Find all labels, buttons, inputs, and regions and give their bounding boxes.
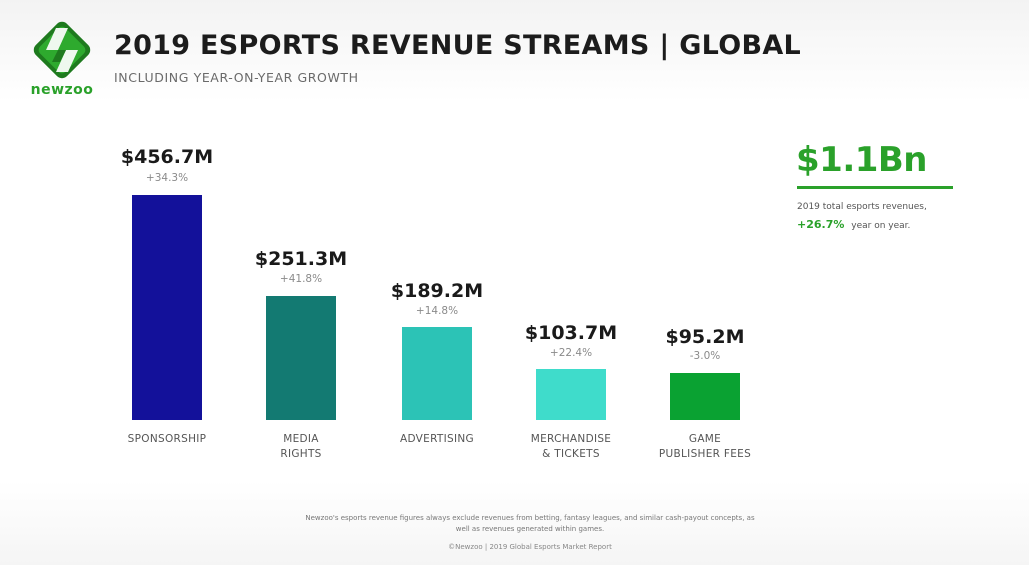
bar-sponsorship [132, 195, 202, 420]
bar-advertising [402, 327, 472, 420]
bar-value: $103.7M [524, 322, 618, 344]
bar-label: GAME PUBLISHER FEES [630, 432, 780, 462]
source-credit: ©Newzoo | 2019 Global Esports Market Rep… [448, 543, 612, 551]
bar-value: $456.7M [120, 146, 214, 168]
bar-merchandise-tickets [536, 369, 606, 420]
bar-label-line2: PUBLISHER FEES [658, 448, 752, 460]
newzoo-diamond-icon [33, 21, 91, 79]
bar-label: ADVERTISING [362, 432, 512, 447]
bar-value: $251.3M [254, 248, 348, 270]
bar-growth: +34.3% [145, 172, 189, 184]
bar-growth: +41.8% [279, 273, 323, 285]
bar-growth: -3.0% [689, 350, 721, 362]
total-revenue-value: $1.1Bn [796, 140, 928, 180]
bar-label-line2: & TICKETS [542, 448, 600, 460]
footnote: Newzoo's esports revenue figures always … [305, 514, 755, 533]
total-growth-suffix: year on year. [851, 221, 911, 231]
page-title: 2019 ESPORTS REVENUE STREAMS | GLOBAL [114, 30, 802, 61]
total-divider [797, 186, 953, 189]
bar-label-line1: SPONSORSHIP [127, 433, 207, 445]
bar-media-rights [266, 296, 336, 420]
newzoo-logo: newzoo [26, 18, 98, 104]
bar-game-publisher-fees [670, 373, 740, 420]
total-growth-value: +26.7% [797, 218, 845, 231]
bar-label-line1: MEDIA [283, 433, 319, 445]
bar-growth: +14.8% [415, 305, 459, 317]
bar-label-line2: RIGHTS [280, 448, 322, 460]
logo-wordmark: newzoo [30, 82, 94, 98]
page-subtitle: INCLUDING YEAR-ON-YEAR GROWTH [114, 70, 359, 85]
bar-label-line1: MERCHANDISE [530, 433, 612, 445]
total-growth-line: +26.7% year on year. [797, 218, 910, 231]
bar-label: SPONSORSHIP [92, 432, 242, 447]
bar-value: $189.2M [390, 280, 484, 302]
bar-label: MEDIA RIGHTS [226, 432, 376, 462]
bar-value: $95.2M [665, 326, 745, 348]
bar-label-line1: ADVERTISING [400, 433, 474, 445]
total-description: 2019 total esports revenues, [797, 202, 927, 212]
bar-growth: +22.4% [549, 347, 593, 359]
bar-label-line1: GAME [688, 433, 722, 445]
bar-label: MERCHANDISE & TICKETS [496, 432, 646, 462]
